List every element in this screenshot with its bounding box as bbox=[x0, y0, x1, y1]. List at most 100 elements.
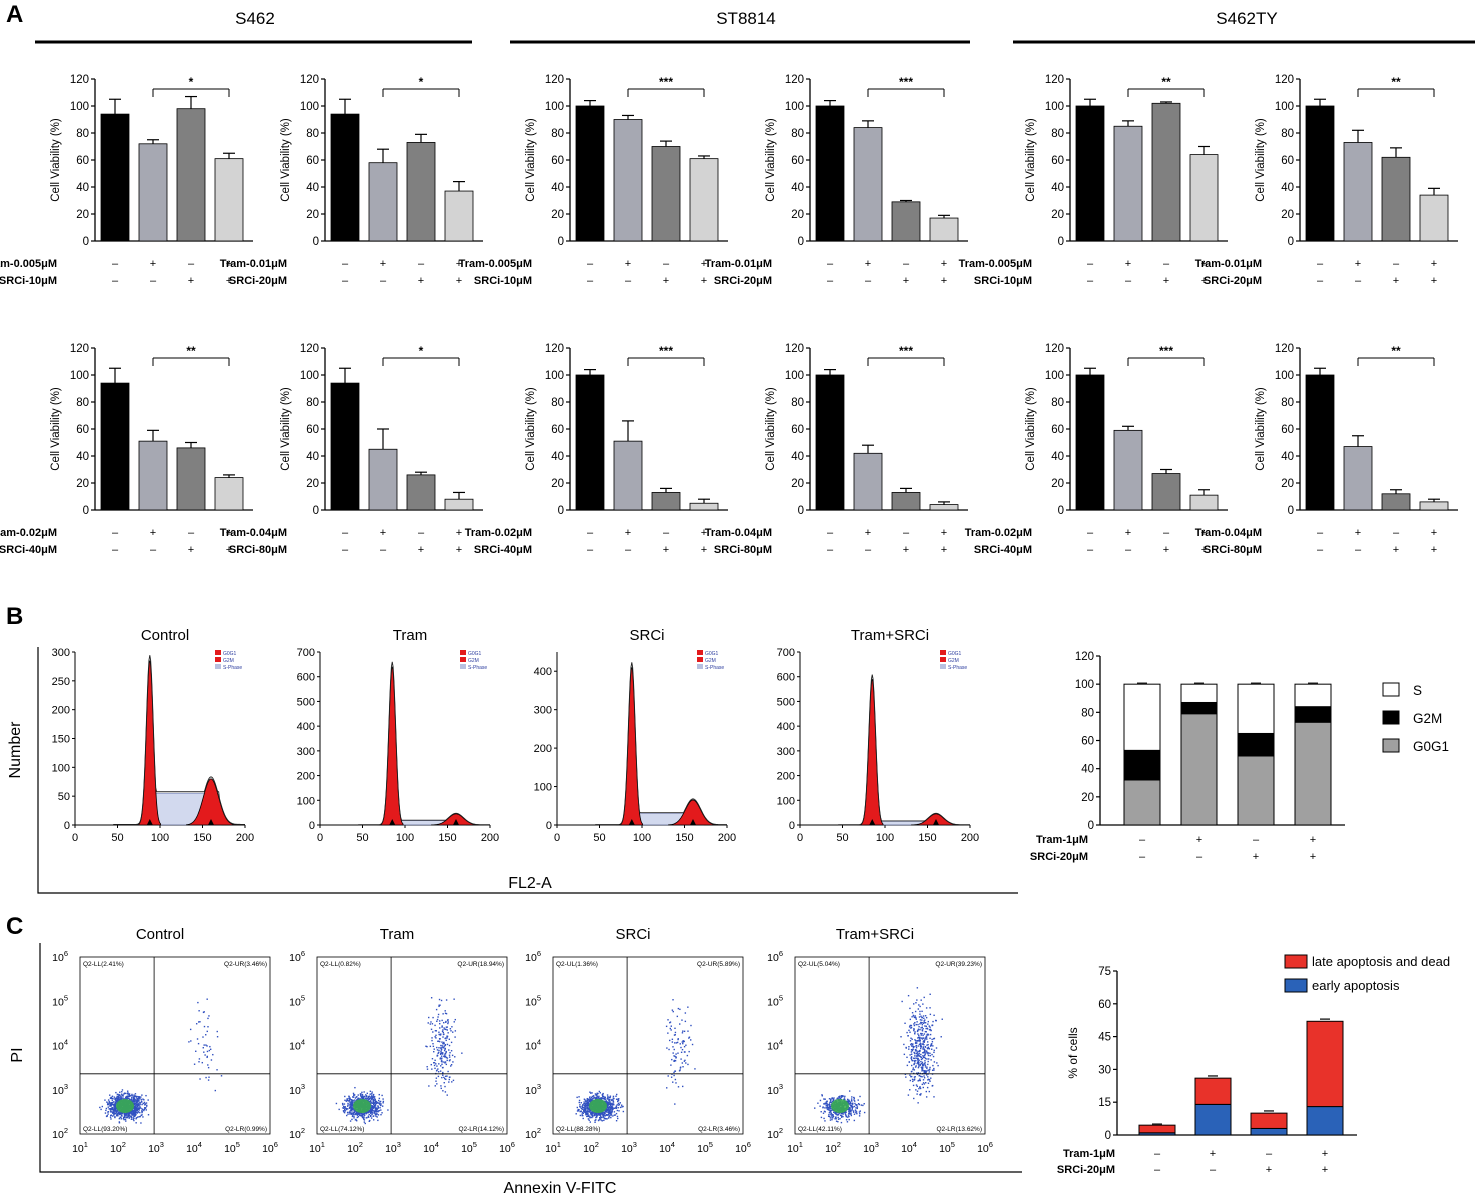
y-tick-label: 300 bbox=[534, 705, 552, 717]
scatter-point bbox=[357, 1112, 360, 1114]
significance-label: *** bbox=[659, 75, 673, 89]
scatter-point bbox=[446, 1037, 448, 1039]
x-tick-label: 0 bbox=[317, 832, 323, 844]
scatter-point bbox=[125, 1120, 127, 1122]
scatter-point bbox=[853, 1119, 856, 1122]
scatter-point bbox=[674, 1031, 677, 1034]
scatter-point bbox=[673, 1059, 676, 1062]
scatter-point bbox=[929, 1066, 931, 1069]
scatter-point bbox=[922, 1043, 924, 1046]
scatter-point bbox=[851, 1100, 853, 1102]
significance-label: ** bbox=[1161, 75, 1171, 89]
scatter-point bbox=[140, 1098, 142, 1101]
scatter-point bbox=[590, 1099, 593, 1101]
scatter-point bbox=[917, 1057, 919, 1060]
scatter-point bbox=[441, 1076, 443, 1079]
y-tick-label: 200 bbox=[534, 743, 552, 755]
scatter-point bbox=[856, 1107, 859, 1110]
scatter-point bbox=[918, 1065, 920, 1068]
y-tick-label: 120 bbox=[545, 343, 564, 355]
scatter-point bbox=[363, 1091, 365, 1093]
scatter-point bbox=[828, 1109, 831, 1111]
scatter-point bbox=[578, 1109, 580, 1111]
scatter-point bbox=[131, 1112, 133, 1115]
scatter-point bbox=[610, 1107, 613, 1110]
scatter-point bbox=[367, 1115, 370, 1117]
stacked-segment bbox=[1123, 779, 1161, 826]
scatter-point bbox=[911, 1078, 914, 1081]
scatter-point bbox=[436, 1083, 438, 1085]
scatter-point bbox=[914, 1055, 916, 1057]
scatter-point bbox=[576, 1110, 579, 1112]
scatter-point bbox=[582, 1104, 584, 1106]
scatter-point bbox=[677, 1052, 679, 1054]
scatter-point bbox=[377, 1099, 380, 1102]
scatter-point bbox=[436, 1065, 438, 1067]
stacked-segment bbox=[1138, 1124, 1176, 1134]
scatter-point bbox=[913, 1057, 915, 1060]
scatter-point bbox=[598, 1098, 601, 1100]
scatter-point bbox=[361, 1095, 364, 1097]
scatter-point bbox=[842, 1112, 844, 1114]
scatter-point bbox=[915, 1018, 918, 1020]
scatter-point bbox=[937, 1064, 939, 1067]
scatter-point bbox=[369, 1093, 371, 1095]
scatter-point bbox=[842, 1115, 844, 1118]
scatter-point bbox=[608, 1108, 611, 1110]
scatter-point bbox=[928, 1025, 930, 1027]
scatter-point bbox=[829, 1119, 832, 1121]
significance-label: ** bbox=[1391, 344, 1401, 358]
scatter-point bbox=[594, 1114, 596, 1117]
scatter-point bbox=[356, 1099, 358, 1101]
scatter-point bbox=[859, 1095, 861, 1098]
scatter-point bbox=[356, 1116, 359, 1119]
x-tick-label: 200 bbox=[718, 832, 736, 844]
panel-label-c: C bbox=[6, 913, 23, 940]
scatter-point bbox=[839, 1114, 842, 1117]
scatter-point bbox=[927, 1041, 929, 1043]
scatter-point bbox=[911, 1049, 914, 1051]
scatter-point bbox=[203, 1025, 206, 1028]
scatter-point bbox=[822, 1106, 824, 1108]
scatter-point bbox=[927, 1082, 930, 1084]
scatter-point bbox=[922, 1041, 925, 1043]
treatment-sign: + bbox=[1310, 851, 1316, 863]
bar bbox=[929, 504, 959, 511]
scatter-point bbox=[113, 1108, 116, 1110]
scatter-point bbox=[916, 1085, 919, 1088]
scatter-point bbox=[921, 1016, 923, 1019]
scatter-point bbox=[108, 1100, 110, 1103]
scatter-point bbox=[847, 1116, 849, 1118]
scatter-point bbox=[427, 1022, 429, 1024]
scatter-point bbox=[603, 1113, 606, 1115]
scatter-point bbox=[849, 1113, 851, 1115]
scatter-point bbox=[438, 1004, 440, 1006]
scatter-point bbox=[434, 1067, 436, 1070]
scatter-point bbox=[910, 1057, 912, 1059]
scatter-point bbox=[370, 1093, 373, 1095]
scatter-point bbox=[357, 1094, 359, 1096]
treatment-label: SRCi-40μM bbox=[474, 544, 532, 556]
scatter-point bbox=[426, 1045, 428, 1048]
scatter-point bbox=[365, 1117, 367, 1119]
treatment-sign: + bbox=[456, 544, 462, 556]
bar bbox=[853, 127, 883, 242]
scatter-point bbox=[821, 1095, 823, 1097]
scatter-point bbox=[451, 1081, 453, 1083]
scatter-point bbox=[857, 1103, 860, 1105]
scatter-point bbox=[131, 1095, 134, 1097]
scatter-point bbox=[133, 1107, 135, 1110]
scatter-point bbox=[202, 1036, 204, 1038]
scatter-point bbox=[924, 1056, 926, 1059]
scatter-point bbox=[832, 1114, 834, 1116]
y-tick-label: 20 bbox=[791, 209, 804, 221]
scatter-point bbox=[847, 1114, 850, 1116]
scatter-point bbox=[136, 1101, 139, 1103]
scatter-point bbox=[924, 1053, 926, 1056]
scatter-point bbox=[824, 1098, 826, 1100]
scatter-point bbox=[912, 1067, 915, 1069]
quadrant-label: Q2-LL(42.11%) bbox=[798, 1126, 842, 1133]
scatter-point bbox=[915, 1023, 917, 1026]
legend-swatch bbox=[460, 657, 466, 662]
treatment-sign: – bbox=[1125, 275, 1132, 287]
